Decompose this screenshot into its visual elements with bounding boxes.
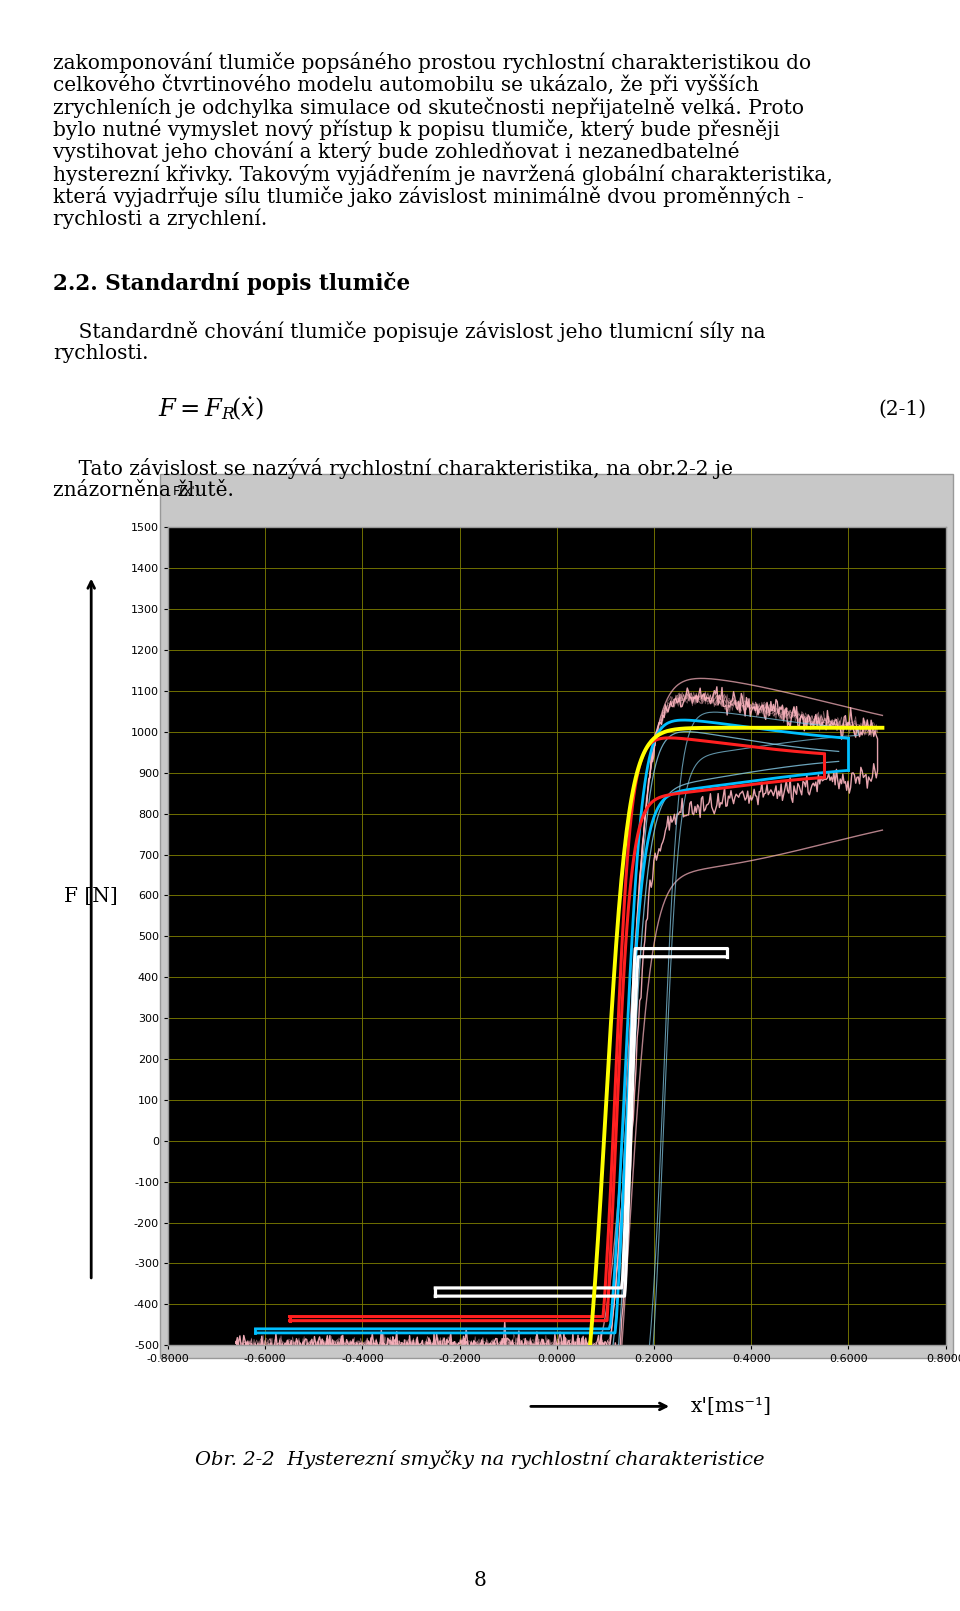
- Text: 8: 8: [473, 1571, 487, 1590]
- Text: (2-1): (2-1): [878, 400, 926, 419]
- Text: rychlosti.: rychlosti.: [53, 343, 148, 362]
- Text: která vyjadrřuje sílu tlumiče jako závislost minimálně dvou proměnných -: která vyjadrřuje sílu tlumiče jako závis…: [53, 187, 804, 208]
- Text: zakomponování tlumiče popsáného prostou rychlostní charakteristikou do: zakomponování tlumiče popsáného prostou …: [53, 52, 811, 72]
- Text: znázorněna žlutě.: znázorněna žlutě.: [53, 480, 233, 499]
- Text: F [N]: F [N]: [64, 886, 118, 905]
- Text: $F = F_R\!\left(\dot{x}\right)$: $F = F_R\!\left(\dot{x}\right)$: [158, 395, 264, 422]
- Text: F(x'): F(x'): [173, 485, 201, 498]
- Text: bylo nutné vymyslet nový přístup k popisu tlumiče, který bude přesněji: bylo nutné vymyslet nový přístup k popis…: [53, 119, 780, 140]
- Text: rychlosti a zrychlení.: rychlosti a zrychlení.: [53, 209, 267, 229]
- Text: Standardně chování tlumiče popisuje závislost jeho tlumicní síly na: Standardně chování tlumiče popisuje závi…: [53, 321, 765, 342]
- Text: Obr. 2-2  Hysterezní smyčky na rychlostní charakteristice: Obr. 2-2 Hysterezní smyčky na rychlostní…: [195, 1450, 765, 1469]
- Text: 2.2. Standardní popis tlumiče: 2.2. Standardní popis tlumiče: [53, 272, 410, 295]
- Text: hysterezní křivky. Takovým vyjádřením je navržená globální charakteristika,: hysterezní křivky. Takovým vyjádřením je…: [53, 164, 832, 185]
- Text: Tato závislost se nazývá rychlostní charakteristika, na obr.2-2 je: Tato závislost se nazývá rychlostní char…: [53, 459, 732, 480]
- Text: zrychleních je odchylka simulace od skutečnosti nepřijatelně velká. Proto: zrychleních je odchylka simulace od skut…: [53, 97, 804, 118]
- Text: x'[ms⁻¹]: x'[ms⁻¹]: [691, 1397, 772, 1416]
- Text: vystihovat jeho chování a který bude zohledňovat i nezanedbatelné: vystihovat jeho chování a který bude zoh…: [53, 142, 739, 163]
- Text: celkového čtvrtinového modelu automobilu se ukázalo, že při vyšších: celkového čtvrtinového modelu automobilu…: [53, 74, 758, 95]
